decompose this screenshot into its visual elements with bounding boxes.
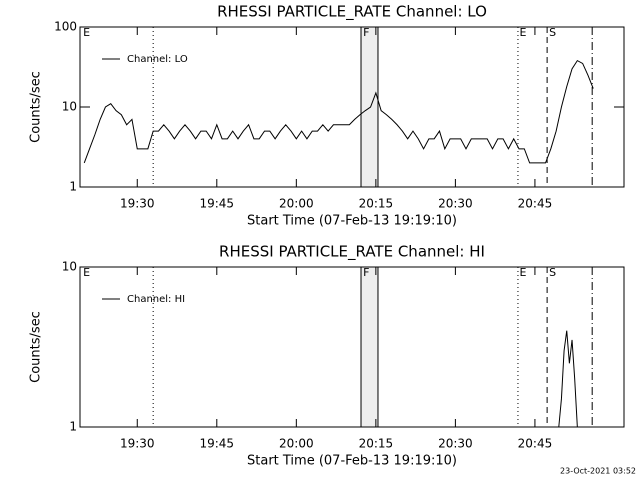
y-tick-label: 1 [69,420,77,434]
annotation: F [363,266,369,279]
chart-title: RHESSI PARTICLE_RATE Channel: LO [217,3,487,22]
annotation: E [519,26,526,39]
x-tick-label: 20:00 [279,197,314,211]
legend-label: Channel: LO [127,54,188,65]
annotation: E [83,266,90,279]
annotation: S [549,266,556,279]
y-axis-label: Counts/sec [29,311,44,383]
x-tick-label: 20:45 [518,437,553,451]
x-tick-label: 20:30 [438,197,473,211]
x-tick-label: 20:15 [359,437,394,451]
y-tick-label: 100 [54,20,77,34]
x-tick-label: 19:30 [120,437,155,451]
annotation: E [519,266,526,279]
shade [361,27,378,187]
x-tick-label: 20:15 [359,197,394,211]
y-tick-label: 1 [69,180,77,194]
y-axis-label: Counts/sec [29,71,44,143]
x-axis-label: Start Time (07-Feb-13 19:19:10) [247,454,457,469]
x-tick-label: 20:00 [279,437,314,451]
chart-title: RHESSI PARTICLE_RATE Channel: HI [219,243,485,262]
y-tick-label: 10 [62,100,77,114]
x-tick-label: 19:45 [199,437,234,451]
x-tick-label: 19:45 [199,197,234,211]
annotation: E [83,26,90,39]
annotation: F [363,26,369,39]
data-line [558,330,578,428]
y-tick-label: 10 [62,260,77,274]
x-axis-label: Start Time (07-Feb-13 19:19:10) [247,214,457,229]
x-tick-label: 20:30 [438,437,473,451]
plot-frame [79,266,625,428]
annotation: S [549,26,556,39]
shade [361,267,378,427]
plot-frame [79,26,625,188]
legend-label: Channel: HI [127,294,185,305]
x-tick-label: 19:30 [120,197,155,211]
footer: 23-Oct-2021 03:52 [560,467,636,476]
data-line [83,59,594,164]
x-tick-label: 20:45 [518,197,553,211]
